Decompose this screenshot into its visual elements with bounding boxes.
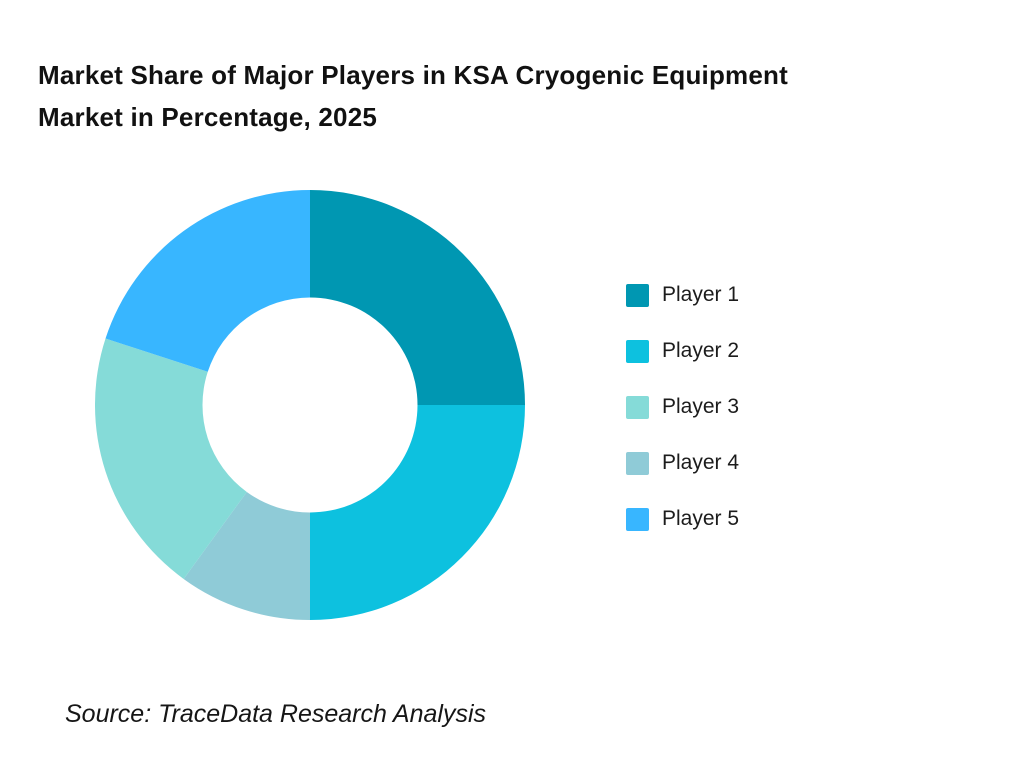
legend-swatch-player-4 [626, 451, 649, 475]
legend-swatch-player-3 [626, 395, 649, 419]
legend-item-player-5: Player 5 [626, 507, 739, 531]
chart-title-line-2: Market in Percentage, 2025 [38, 102, 378, 132]
legend-label-player-4: Player 4 [662, 451, 740, 474]
legend-item-player-4: Player 4 [626, 451, 739, 475]
legend-label-player-5: Player 5 [662, 507, 740, 530]
legend-item-player-2: Player 2 [626, 339, 739, 363]
donut-slice-player-5 [105, 190, 310, 372]
legend-item-player-1: Player 1 [626, 283, 739, 307]
donut-slice-player-2 [310, 405, 525, 620]
legend-item-player-3: Player 3 [626, 395, 739, 419]
chart-title: Market Share of Major Players in KSA Cry… [38, 54, 788, 138]
legend-label-player-1: Player 1 [662, 283, 740, 306]
donut-slice-player-3 [95, 338, 247, 579]
legend-swatch-player-5 [626, 507, 649, 531]
donut-slice-player-4 [183, 491, 310, 620]
legend-label-player-3: Player 3 [662, 395, 740, 418]
donut-chart [95, 190, 525, 620]
donut-slice-player-1 [310, 190, 525, 405]
legend-swatch-player-2 [626, 339, 649, 363]
legend-label-player-2: Player 2 [662, 339, 740, 362]
chart-title-line-1: Market Share of Major Players in KSA Cry… [38, 60, 788, 90]
legend-swatch-player-1 [626, 283, 649, 307]
chart-legend: Player 1 Player 2 Player 3 Player 4 Play… [626, 283, 739, 531]
source-note: Source: TraceData Research Analysis [65, 700, 487, 728]
